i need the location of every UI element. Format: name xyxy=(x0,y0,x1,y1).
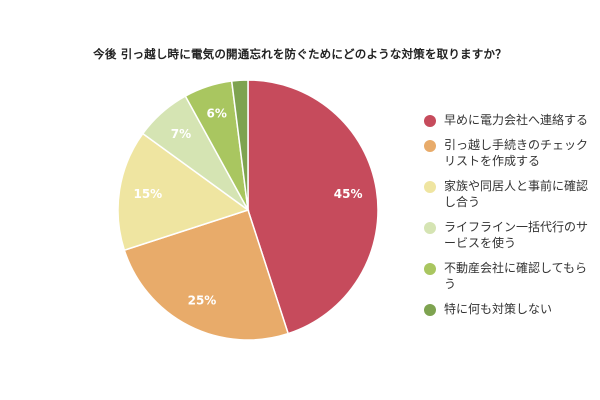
legend-label: 家族や同居人と事前に確認 し合う xyxy=(444,179,589,209)
legend-label: 早めに電力会社へ連絡する xyxy=(444,113,589,127)
legend-color-dot xyxy=(424,115,436,127)
pie-slice-2 xyxy=(117,132,250,252)
legend-item[interactable]: 家族や同居人と事前に確認 し合う xyxy=(424,178,600,210)
pie-slice-1 xyxy=(123,209,290,341)
legend-label: 不動産会社に確認してもら う xyxy=(444,261,588,291)
legend-item[interactable]: 不動産会社に確認してもら う xyxy=(424,260,600,292)
pie-slice-5 xyxy=(230,79,249,211)
legend-color-dot xyxy=(424,140,436,152)
legend-label: ライフライン一括代行のサ ービスを使う xyxy=(444,220,589,250)
legend-item[interactable]: 引っ越し手続きのチェック リストを作成する xyxy=(424,137,600,169)
slice-value-label-3: 7% xyxy=(171,127,191,141)
legend-label: 引っ越し手続きのチェック リストを作成する xyxy=(444,138,589,168)
slice-value-label-1: 25% xyxy=(188,293,217,307)
slice-value-label-0: 45% xyxy=(334,187,363,201)
pie-chart: 45% 25% 15% 7% 6% xyxy=(117,79,379,341)
legend-color-dot xyxy=(424,263,436,275)
chart-legend: 早めに電力会社へ連絡する引っ越し手続きのチェック リストを作成する 家族や同居人と… xyxy=(424,112,600,326)
legend-item[interactable]: ライフライン一括代行のサ ービスを使う xyxy=(424,219,600,251)
legend-color-dot xyxy=(424,181,436,193)
legend-color-dot xyxy=(424,222,436,234)
legend-item[interactable]: 早めに電力会社へ連絡する xyxy=(424,112,600,128)
legend-label: 特に何も対策しない xyxy=(444,302,553,316)
legend-item[interactable]: 特に何も対策しない xyxy=(424,301,600,317)
slice-value-label-4: 6% xyxy=(206,107,226,121)
chart-title: 今後 引っ越し時に電気の開通忘れを防ぐためにどのような対策を取りますか？ xyxy=(93,47,507,61)
legend-color-dot xyxy=(424,304,436,316)
slice-value-label-2: 15% xyxy=(133,187,162,201)
pie-slice-0 xyxy=(247,79,379,335)
